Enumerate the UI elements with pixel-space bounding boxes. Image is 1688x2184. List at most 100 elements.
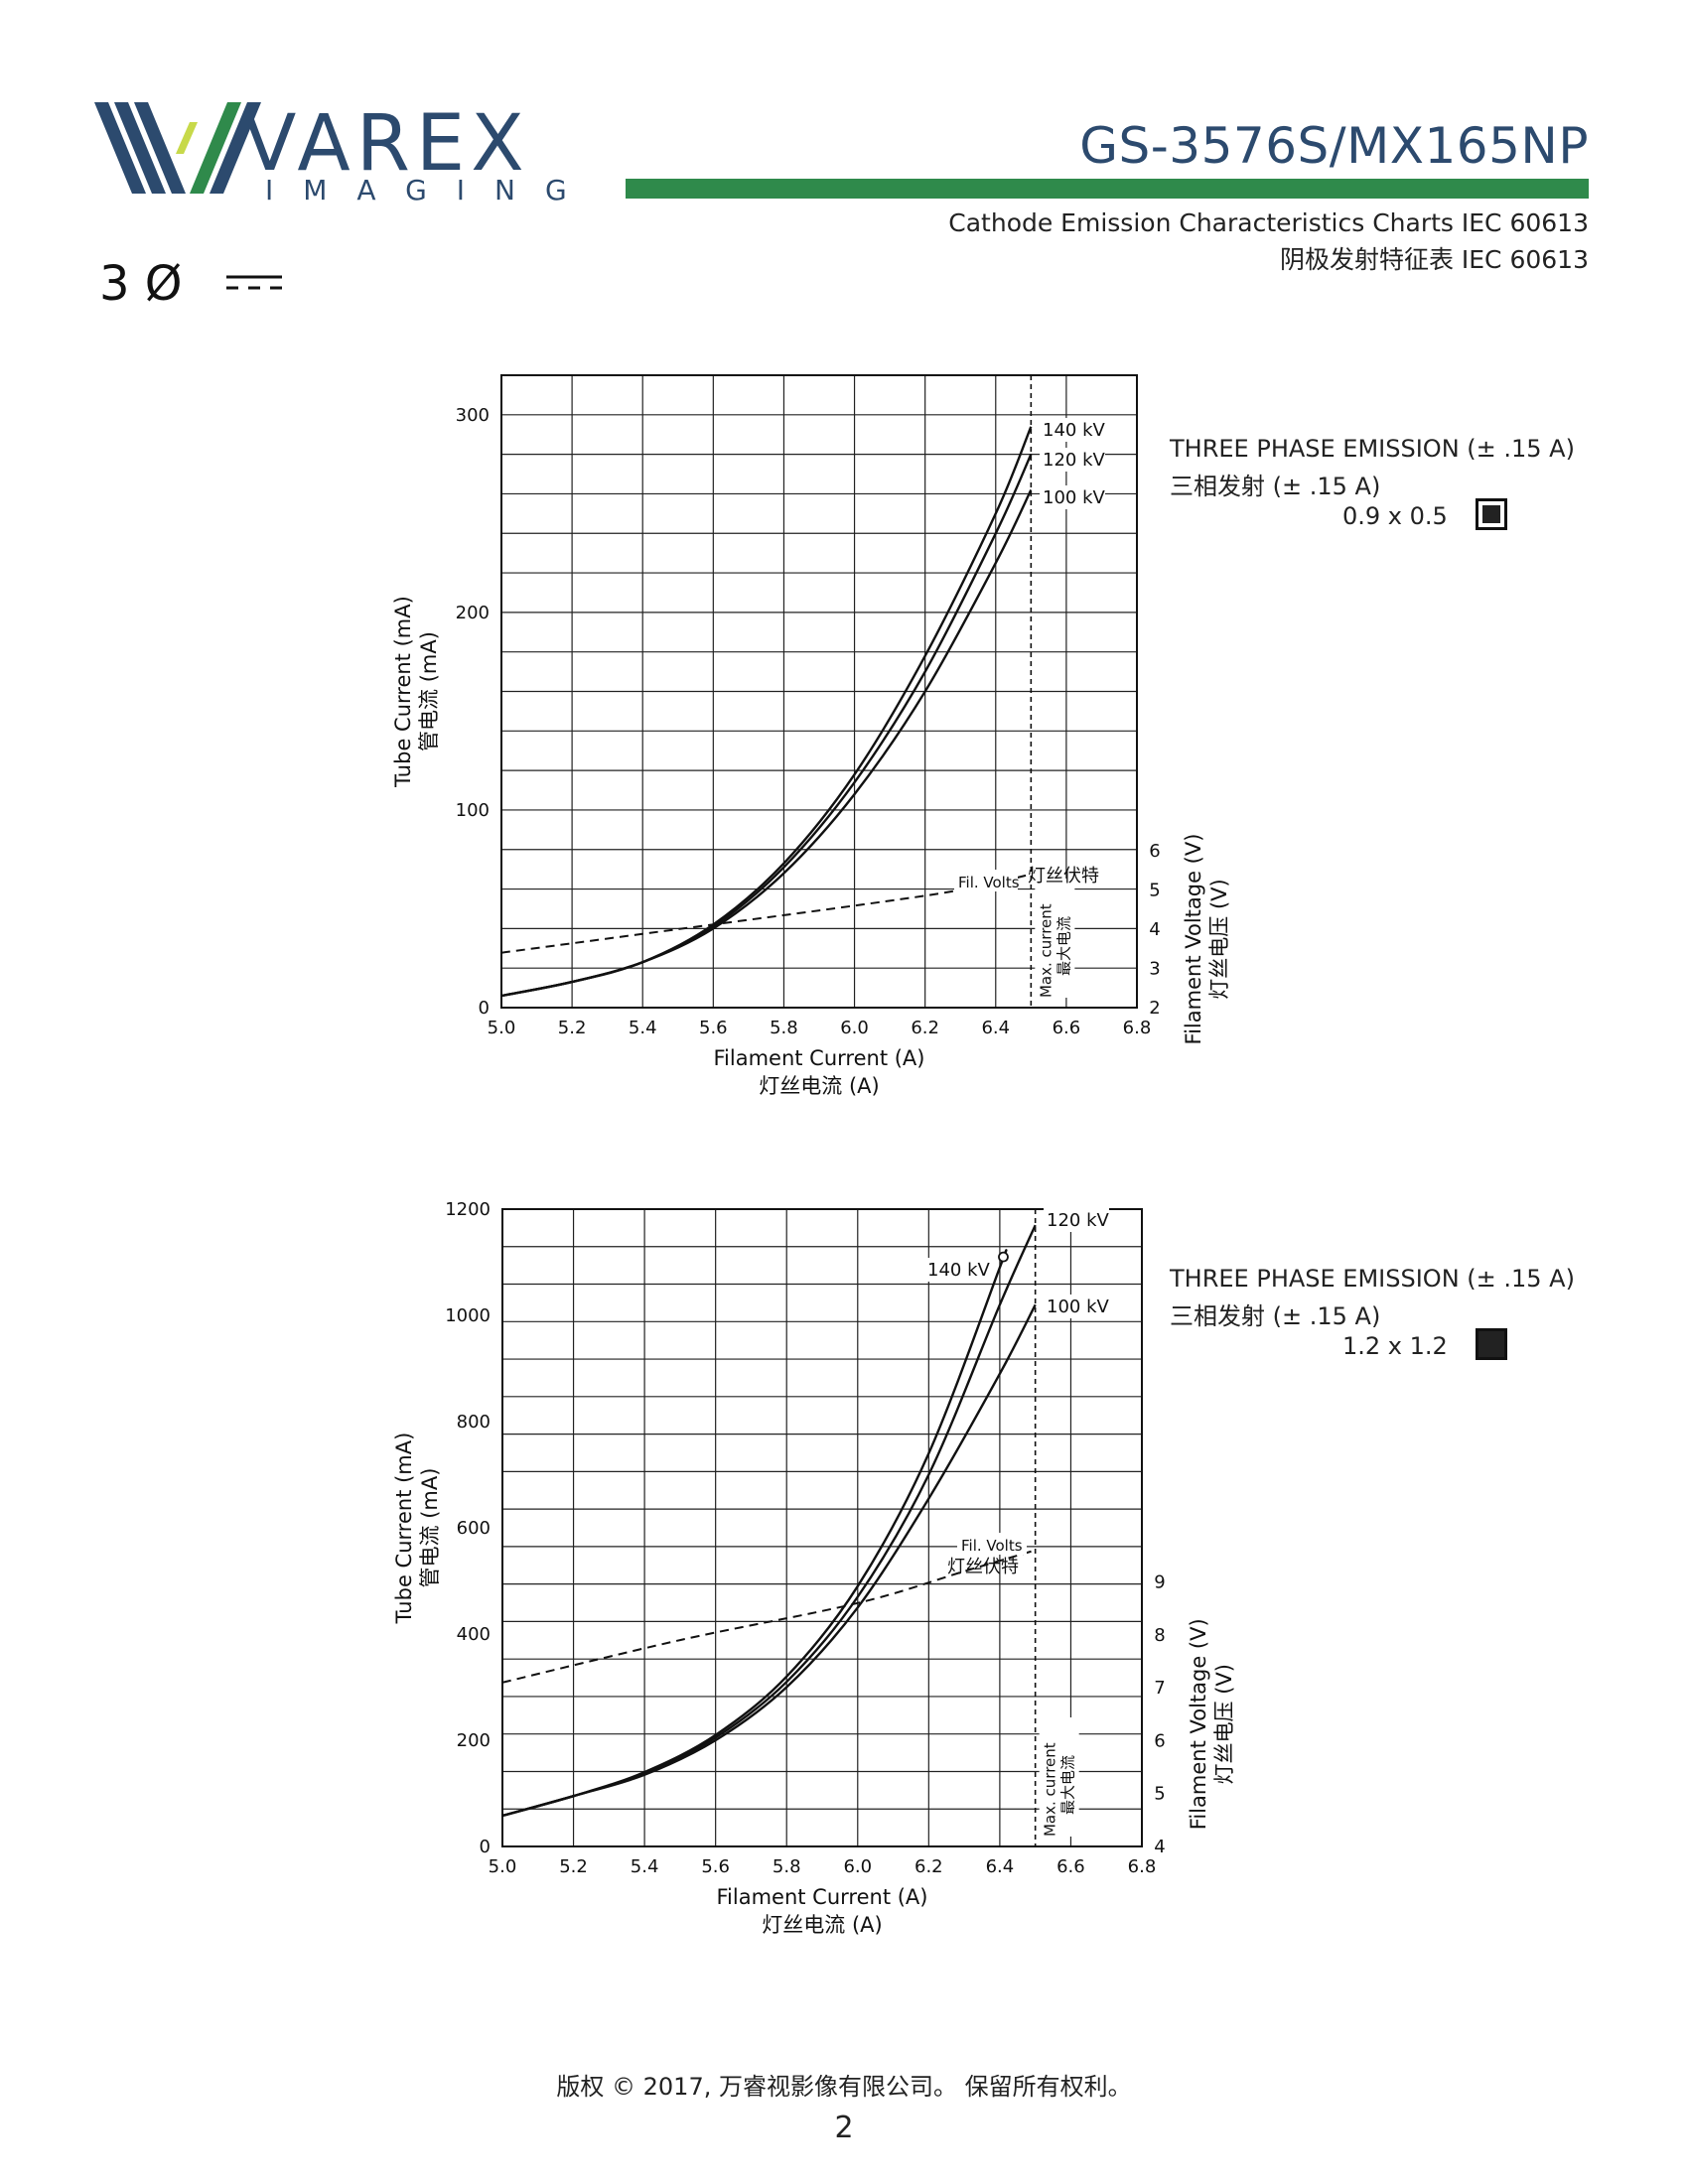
emission-chart-2: 5.0 5.2 5.4 5.6 5.8 6.0 6.2 6.4 6.6 6.8 0 200 400 600… [392,1199,1236,1937]
y2-tick-label: 4 [1149,919,1160,940]
x-tick-label: 6.4 [986,1856,1015,1877]
y2-tick-label: 6 [1149,841,1160,862]
y2-tick-label: 5 [1154,1784,1165,1805]
y-tick-label: 0 [480,1837,491,1857]
large-focal-spot-icon [1476,1328,1507,1360]
plot-frame [500,374,1138,1009]
series-label-bg [924,1258,990,1282]
x-tick-label: 6.8 [1123,1018,1152,1038]
small-focal-spot-icon [1476,498,1507,530]
legend2-line1: THREE PHASE EMISSION (± .15 A) [1170,1265,1575,1293]
subtitle-zh: 阴极发射特征表 IEC 60613 [1279,245,1589,274]
fil-volts-curve [501,1549,1036,1684]
x-tick-label: 5.0 [488,1018,516,1038]
series-label: 120 kV [1043,450,1106,471]
emission-chart-1: 5.0 5.2 5.4 5.6 5.8 6.0 6.2 6.4 6.6 6.8 0 100 200 300… [391,374,1231,1098]
max-current-label-zh: 最大电流 [1055,916,1072,976]
fil-volts-label-zh: 灯丝伏特 [1028,866,1099,887]
brand-name: VAREX [243,99,530,189]
series-label: 140 kV [1043,420,1106,441]
series-label: 140 kV [927,1260,991,1281]
y-tick-label: 400 [457,1624,491,1645]
x-tick-label: 6.8 [1128,1856,1157,1877]
fil-volts-label-zh: 灯丝伏特 [947,1557,1019,1577]
x-tick-label: 6.6 [1056,1856,1085,1877]
x-tick-label: 6.4 [981,1018,1010,1038]
y2-tick-label: 3 [1149,959,1160,980]
phase-symbol: 3 Ø [99,256,183,312]
x-axis-label: Filament Current (A) [717,1885,928,1909]
y-axis-label: Tube Current (mA) [392,1433,416,1625]
x-axis-label-zh: 灯丝电流 (A) [762,1913,882,1937]
x-axis-label-zh: 灯丝电流 (A) [759,1074,879,1098]
y-tick-label: 100 [456,800,490,821]
y2-axis-label-zh: 灯丝电压 (V) [1207,879,1231,999]
varex-logo: VAREX IMAGING [94,94,611,207]
page-number: 2 [834,2111,854,2145]
y-tick-label: 1200 [445,1199,491,1220]
y-tick-label: 300 [456,405,490,426]
fil-volts-label-bg [954,870,1018,891]
x-tick-label: 6.2 [914,1856,943,1877]
series-label-bg [1044,1208,1109,1232]
series-line-140-kv [501,1249,1008,1818]
series-label: 120 kV [1047,1210,1110,1231]
series-end-marker [998,1251,1009,1263]
y-tick-label: 800 [457,1412,491,1433]
legend2-focal-spot: 1.2 x 1.2 [1342,1332,1448,1360]
y2-axis-label-zh: 灯丝电压 (V) [1212,1664,1236,1784]
series-label-bg [1040,485,1105,509]
brand-sub: IMAGING [265,174,597,204]
y-tick-label: 1000 [445,1305,491,1326]
series-line-100-kv [500,488,1033,998]
x-tick-label: 6.2 [911,1018,939,1038]
plot-frame [501,1208,1143,1847]
legend2-line2: 三相发射 (± .15 A) [1170,1302,1381,1330]
series-line-100-kv [501,1303,1037,1818]
y-axis-label-zh: 管电流 (mA) [417,631,441,751]
legend1-line1: THREE PHASE EMISSION (± .15 A) [1170,435,1575,463]
x-tick-label: 6.0 [840,1018,869,1038]
y2-tick-label: 8 [1154,1625,1165,1646]
max-current-label-zh: 最大电流 [1059,1755,1077,1815]
max-current-label-bg [1035,879,1075,998]
y2-axis-label: Filament Voltage (V) [1182,834,1205,1045]
y-tick-label: 200 [456,603,490,623]
x-tick-label: 5.4 [631,1856,659,1877]
series-label-bg [1040,418,1105,442]
x-tick-label: 5.8 [770,1018,798,1038]
y-tick-label: 600 [457,1518,491,1539]
y-axis-label: Tube Current (mA) [391,596,415,788]
legend1-line2: 三相发射 (± .15 A) [1170,473,1381,500]
fil-volts-label: Fil. Volts [958,874,1020,891]
series-label: 100 kV [1047,1297,1110,1317]
x-tick-label: 5.6 [701,1856,730,1877]
max-current-label: Max. current [1042,1742,1059,1837]
y2-tick-label: 6 [1154,1730,1165,1751]
series-label-bg [1040,448,1105,472]
x-tick-label: 5.6 [699,1018,728,1038]
dc-symbol-icon [226,274,282,296]
subtitle-en: Cathode Emission Characteristics Charts … [948,208,1589,237]
x-tick-label: 6.0 [843,1856,872,1877]
y2-tick-label: 2 [1149,998,1160,1019]
series-label-bg [1044,1295,1109,1318]
y2-tick-label: 7 [1154,1678,1165,1699]
x-tick-label: 5.4 [629,1018,657,1038]
y2-tick-label: 5 [1149,881,1160,901]
logo-stripes-icon [94,102,261,194]
fil-volts-label-bg [957,1533,1027,1555]
y2-axis-label: Filament Voltage (V) [1187,1618,1210,1830]
x-tick-label: 5.8 [773,1856,801,1877]
y-tick-label: 200 [457,1730,491,1751]
y2-tick-label: 9 [1154,1572,1165,1593]
model-title: GS-3576S/MX165NP [1079,117,1589,175]
max-current-label-bg [1039,1717,1079,1837]
legend1-focal-spot: 0.9 x 0.5 [1342,502,1448,530]
fil-volts-label: Fil. Volts [961,1537,1023,1555]
max-current-label: Max. current [1037,903,1055,998]
x-tick-label: 6.6 [1053,1018,1081,1038]
x-tick-label: 5.0 [489,1856,517,1877]
series-line-120-kv [501,1224,1037,1818]
x-axis-label: Filament Current (A) [714,1046,925,1070]
